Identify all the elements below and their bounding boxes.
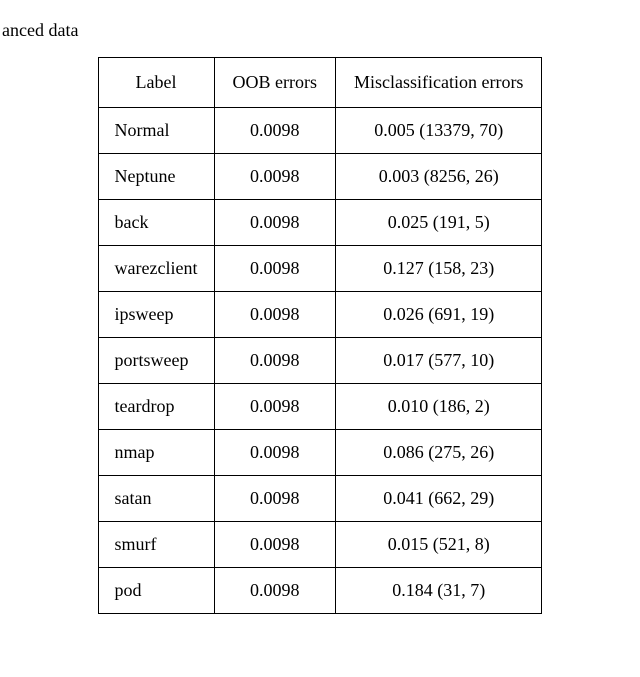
cell-misc: 0.086 (275, 26) xyxy=(335,430,541,476)
table-header-row: Label OOB errors Misclassification error… xyxy=(98,58,542,108)
table-row: nmap 0.0098 0.086 (275, 26) xyxy=(98,430,542,476)
cell-oob: 0.0098 xyxy=(214,154,335,200)
cell-misc: 0.005 (13379, 70) xyxy=(335,108,541,154)
table-row: warezclient 0.0098 0.127 (158, 23) xyxy=(98,246,542,292)
cell-oob: 0.0098 xyxy=(214,200,335,246)
cell-misc: 0.003 (8256, 26) xyxy=(335,154,541,200)
cell-misc: 0.017 (577, 10) xyxy=(335,338,541,384)
cell-label: Neptune xyxy=(98,154,214,200)
col-header-label: Label xyxy=(98,58,214,108)
cell-label: satan xyxy=(98,476,214,522)
cell-label: back xyxy=(98,200,214,246)
cell-misc: 0.010 (186, 2) xyxy=(335,384,541,430)
cell-oob: 0.0098 xyxy=(214,476,335,522)
results-table: Label OOB errors Misclassification error… xyxy=(98,57,543,614)
table-row: smurf 0.0098 0.015 (521, 8) xyxy=(98,522,542,568)
col-header-misc: Misclassification errors xyxy=(335,58,541,108)
cell-label: ipsweep xyxy=(98,292,214,338)
cell-misc: 0.026 (691, 19) xyxy=(335,292,541,338)
cell-misc: 0.184 (31, 7) xyxy=(335,568,541,614)
table-row: satan 0.0098 0.041 (662, 29) xyxy=(98,476,542,522)
table-row: teardrop 0.0098 0.010 (186, 2) xyxy=(98,384,542,430)
cell-oob: 0.0098 xyxy=(214,246,335,292)
cell-oob: 0.0098 xyxy=(214,430,335,476)
table-body: Normal 0.0098 0.005 (13379, 70) Neptune … xyxy=(98,108,542,614)
table-row: Normal 0.0098 0.005 (13379, 70) xyxy=(98,108,542,154)
cell-oob: 0.0098 xyxy=(214,108,335,154)
cell-label: smurf xyxy=(98,522,214,568)
cell-oob: 0.0098 xyxy=(214,522,335,568)
table-row: ipsweep 0.0098 0.026 (691, 19) xyxy=(98,292,542,338)
cell-oob: 0.0098 xyxy=(214,384,335,430)
cell-oob: 0.0098 xyxy=(214,292,335,338)
cell-label: warezclient xyxy=(98,246,214,292)
table-row: Neptune 0.0098 0.003 (8256, 26) xyxy=(98,154,542,200)
cell-label: teardrop xyxy=(98,384,214,430)
cell-label: portsweep xyxy=(98,338,214,384)
table-row: portsweep 0.0098 0.017 (577, 10) xyxy=(98,338,542,384)
col-header-oob: OOB errors xyxy=(214,58,335,108)
cell-label: pod xyxy=(98,568,214,614)
cell-label: nmap xyxy=(98,430,214,476)
cell-label: Normal xyxy=(98,108,214,154)
table-row: back 0.0098 0.025 (191, 5) xyxy=(98,200,542,246)
cell-misc: 0.025 (191, 5) xyxy=(335,200,541,246)
cell-misc: 0.041 (662, 29) xyxy=(335,476,541,522)
table-row: pod 0.0098 0.184 (31, 7) xyxy=(98,568,542,614)
cell-misc: 0.015 (521, 8) xyxy=(335,522,541,568)
caption-fragment: anced data xyxy=(2,20,610,41)
cell-oob: 0.0098 xyxy=(214,568,335,614)
cell-misc: 0.127 (158, 23) xyxy=(335,246,541,292)
cell-oob: 0.0098 xyxy=(214,338,335,384)
